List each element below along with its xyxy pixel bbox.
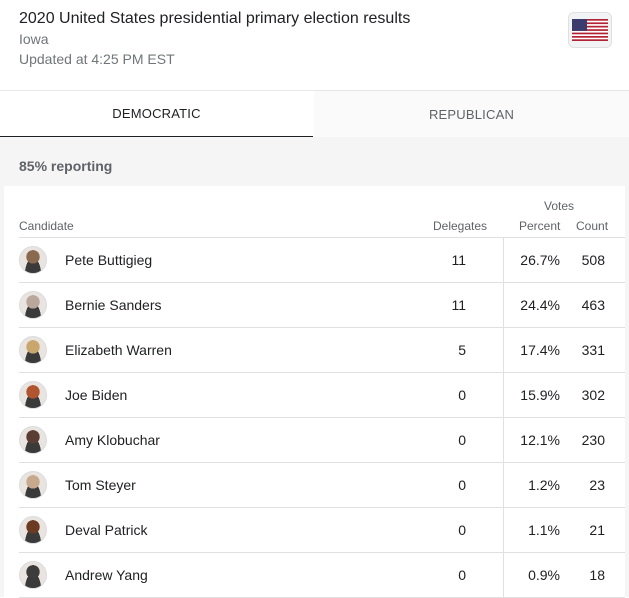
- delegates-value: 0: [458, 477, 466, 493]
- column-divider: [503, 463, 504, 508]
- candidate-name: Bernie Sanders: [65, 297, 162, 313]
- votes-header: Votes: [544, 199, 575, 213]
- results-table: Votes Candidate Delegates Percent Count …: [4, 186, 625, 598]
- count-value: 508: [581, 252, 605, 268]
- candidate-name: Tom Steyer: [65, 477, 136, 493]
- percent-value: 1.1%: [528, 522, 560, 538]
- percent-value: 15.9%: [520, 387, 560, 403]
- reporting-status: 85% reporting: [19, 158, 113, 174]
- candidate-avatar: [19, 336, 47, 364]
- candidate-avatar: [19, 381, 47, 409]
- percent-value: 26.7%: [520, 252, 560, 268]
- delegates-value: 0: [458, 522, 466, 538]
- tab-republican[interactable]: REPUBLICAN: [314, 91, 629, 138]
- header-divider: [19, 237, 625, 238]
- results-header: 2020 United States presidential primary …: [0, 0, 629, 90]
- candidate-avatar: [19, 426, 47, 454]
- table-row[interactable]: Deval Patrick 0 1.1% 21: [4, 508, 625, 553]
- percent-value: 1.2%: [528, 477, 560, 493]
- percent-value: 17.4%: [520, 342, 560, 358]
- table-row[interactable]: Elizabeth Warren 5 17.4% 331: [4, 328, 625, 373]
- column-divider: [503, 373, 504, 418]
- count-value: 463: [581, 297, 605, 313]
- count-value: 21: [589, 522, 605, 538]
- candidate-name: Elizabeth Warren: [65, 342, 172, 358]
- candidate-avatar: [19, 561, 47, 589]
- candidate-name: Joe Biden: [65, 387, 128, 403]
- table-row[interactable]: Bernie Sanders 11 24.4% 463: [4, 283, 625, 328]
- column-divider: [503, 328, 504, 373]
- count-value: 331: [581, 342, 605, 358]
- column-divider: [503, 418, 504, 463]
- delegates-column-header: Delegates: [433, 219, 488, 233]
- column-divider: [503, 508, 504, 553]
- candidate-name: Andrew Yang: [65, 567, 148, 583]
- candidate-avatar: [19, 471, 47, 499]
- candidate-column-header: Candidate: [19, 219, 74, 233]
- candidate-avatar: [19, 516, 47, 544]
- us-flag-icon: [568, 12, 612, 48]
- count-value: 230: [581, 432, 605, 448]
- count-value: 18: [589, 567, 605, 583]
- delegates-value: 0: [458, 567, 466, 583]
- column-divider: [503, 238, 504, 283]
- delegates-value: 0: [458, 387, 466, 403]
- table-row[interactable]: Joe Biden 0 15.9% 302: [4, 373, 625, 418]
- candidate-name: Pete Buttigieg: [65, 252, 153, 268]
- count-value: 23: [589, 477, 605, 493]
- table-row[interactable]: Tom Steyer 0 1.2% 23: [4, 463, 625, 508]
- candidate-avatar: [19, 246, 47, 274]
- percent-value: 24.4%: [520, 297, 560, 313]
- column-divider: [503, 283, 504, 328]
- percent-value: 12.1%: [520, 432, 560, 448]
- results-panel: 85% reporting Votes Candidate Delegates …: [0, 137, 629, 598]
- page-title: 2020 United States presidential primary …: [19, 10, 411, 27]
- party-tabs: DEMOCRATIC REPUBLICAN: [0, 90, 629, 138]
- percent-value: 0.9%: [528, 567, 560, 583]
- tab-democratic[interactable]: DEMOCRATIC: [0, 91, 313, 138]
- count-column-header: Count: [576, 219, 609, 233]
- table-row[interactable]: Andrew Yang 0 0.9% 18: [4, 553, 625, 598]
- updated-timestamp: Updated at 4:25 PM EST: [19, 51, 175, 67]
- count-value: 302: [581, 387, 605, 403]
- delegates-value: 11: [451, 252, 466, 268]
- table-row[interactable]: Amy Klobuchar 0 12.1% 230: [4, 418, 625, 463]
- delegates-value: 5: [458, 342, 466, 358]
- candidate-name: Deval Patrick: [65, 522, 148, 538]
- percent-column-header: Percent: [519, 219, 561, 233]
- delegates-value: 0: [458, 432, 466, 448]
- column-divider: [503, 553, 504, 598]
- candidate-avatar: [19, 291, 47, 319]
- candidate-name: Amy Klobuchar: [65, 432, 160, 448]
- table-row[interactable]: Pete Buttigieg 11 26.7% 508: [4, 238, 625, 283]
- state-subtitle: Iowa: [19, 31, 49, 47]
- delegates-value: 11: [451, 297, 466, 313]
- candidate-rows: Pete Buttigieg 11 26.7% 508 Bernie Sande…: [4, 238, 625, 598]
